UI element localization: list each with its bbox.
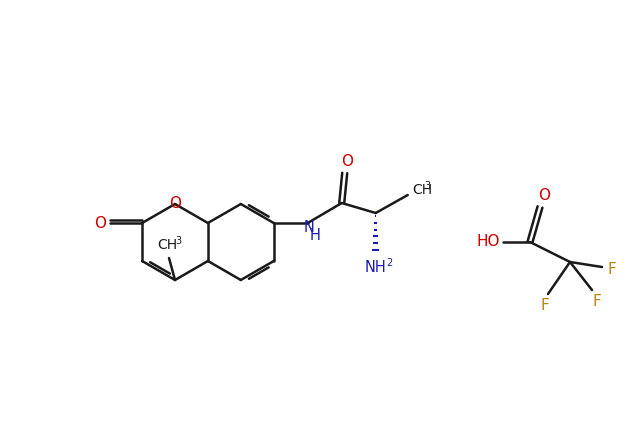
Text: N: N [303, 219, 314, 235]
Text: F: F [593, 293, 601, 309]
Text: 3: 3 [175, 236, 181, 246]
Text: O: O [94, 215, 106, 231]
Text: HO: HO [476, 235, 500, 249]
Text: F: F [608, 263, 617, 277]
Text: O: O [169, 197, 181, 211]
Text: CH: CH [157, 238, 177, 252]
Text: CH: CH [413, 183, 433, 197]
Text: 2: 2 [387, 258, 393, 268]
Text: NH: NH [365, 260, 387, 274]
Text: F: F [540, 298, 549, 314]
Text: O: O [538, 187, 550, 202]
Text: O: O [341, 153, 353, 169]
Text: H: H [310, 227, 320, 243]
Text: 3: 3 [425, 181, 431, 191]
